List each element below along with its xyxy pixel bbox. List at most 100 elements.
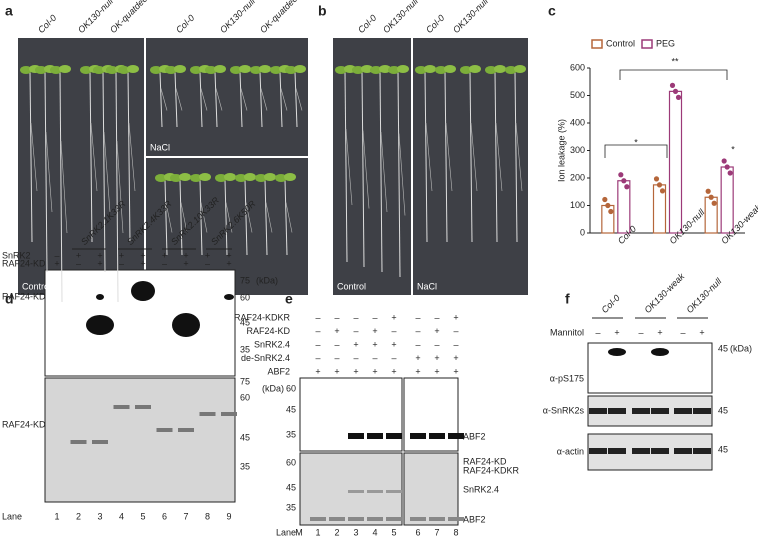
root (59, 71, 63, 303)
panel-label: b (318, 3, 327, 19)
mark: + (162, 250, 167, 260)
band (348, 490, 364, 493)
leaf (250, 66, 262, 74)
row-label: ABF2 (267, 366, 290, 376)
band (310, 517, 326, 521)
root (179, 179, 183, 256)
y-tick-label: 100 (570, 200, 585, 210)
mark: – (315, 339, 320, 349)
gel (403, 452, 459, 526)
band (178, 428, 194, 432)
panel-label: c (548, 3, 556, 19)
root (495, 122, 503, 192)
mark: + (614, 327, 619, 337)
mark: + (226, 258, 231, 268)
mw-label: 60 (240, 292, 250, 302)
legend-label: Control (606, 38, 635, 48)
root (199, 71, 203, 128)
mark: + (453, 312, 458, 322)
band (589, 448, 607, 454)
root (239, 71, 243, 128)
root (200, 88, 208, 111)
root (214, 71, 218, 128)
band-label: RAF24-KDKR (463, 465, 520, 475)
mark: – (434, 312, 439, 322)
leaf (255, 174, 267, 182)
bar (720, 166, 734, 234)
root (295, 88, 303, 111)
root (470, 122, 478, 192)
lane-number: 2 (334, 527, 339, 537)
band (348, 433, 364, 439)
band (589, 408, 607, 414)
root (279, 71, 283, 128)
dot (708, 194, 714, 200)
root (240, 88, 248, 111)
y-axis-label: Ion leakage (%) (556, 119, 566, 182)
band (367, 433, 383, 439)
root (245, 202, 253, 233)
mark: + (119, 250, 124, 260)
band (651, 448, 669, 454)
leaf (379, 65, 391, 73)
legend-swatch (641, 39, 653, 49)
mw-label: 35 (286, 502, 296, 512)
row-label: Mannitol (550, 327, 584, 337)
row-label: RAF24-KD (2, 258, 46, 268)
band (429, 433, 445, 439)
y-tick-label: 600 (570, 62, 585, 72)
band (448, 433, 464, 439)
leaf (352, 66, 364, 74)
mark: + (226, 250, 231, 260)
dot (656, 182, 663, 188)
root (45, 131, 53, 213)
condition-label: Control (22, 281, 51, 291)
root (175, 88, 183, 111)
root (514, 71, 518, 243)
column-label: OK-quatdec (108, 0, 149, 35)
root (494, 71, 498, 243)
panel-label: e (285, 291, 293, 307)
leaf (259, 65, 271, 73)
root (159, 71, 163, 128)
blot-label: α-actin (557, 446, 584, 456)
leaf (294, 65, 306, 73)
lane-label: Lane (276, 527, 296, 537)
band (172, 313, 200, 337)
band (113, 405, 130, 409)
root (425, 122, 433, 192)
root (174, 71, 178, 128)
root (30, 122, 38, 192)
leaf (270, 66, 282, 74)
mark: + (372, 326, 377, 336)
mark: + (699, 327, 704, 337)
column-label: Col-0 (424, 13, 446, 35)
leaf (444, 65, 456, 73)
mark: + (140, 250, 145, 260)
condition-label: NaCl (150, 142, 170, 152)
mark: – (595, 327, 600, 337)
blot (403, 377, 459, 452)
band (608, 408, 626, 414)
band (632, 448, 650, 454)
mark: – (315, 353, 320, 363)
legend-swatch (591, 39, 603, 49)
mw-label: 45 (718, 444, 728, 454)
leaf (388, 66, 400, 74)
root (264, 179, 268, 256)
root (160, 88, 168, 111)
root (284, 179, 288, 256)
leaf (35, 66, 47, 74)
band (135, 405, 151, 409)
root (199, 179, 203, 256)
mw-label: 35 (286, 429, 296, 439)
lane-label: Lane (2, 511, 22, 521)
lane-number: 5 (140, 511, 145, 521)
leaf (514, 65, 526, 73)
panel-label: d (5, 291, 14, 307)
dot (724, 164, 730, 170)
band (448, 517, 464, 521)
unit-label: (kDa) (262, 383, 284, 393)
root (200, 202, 208, 233)
root (259, 71, 263, 128)
